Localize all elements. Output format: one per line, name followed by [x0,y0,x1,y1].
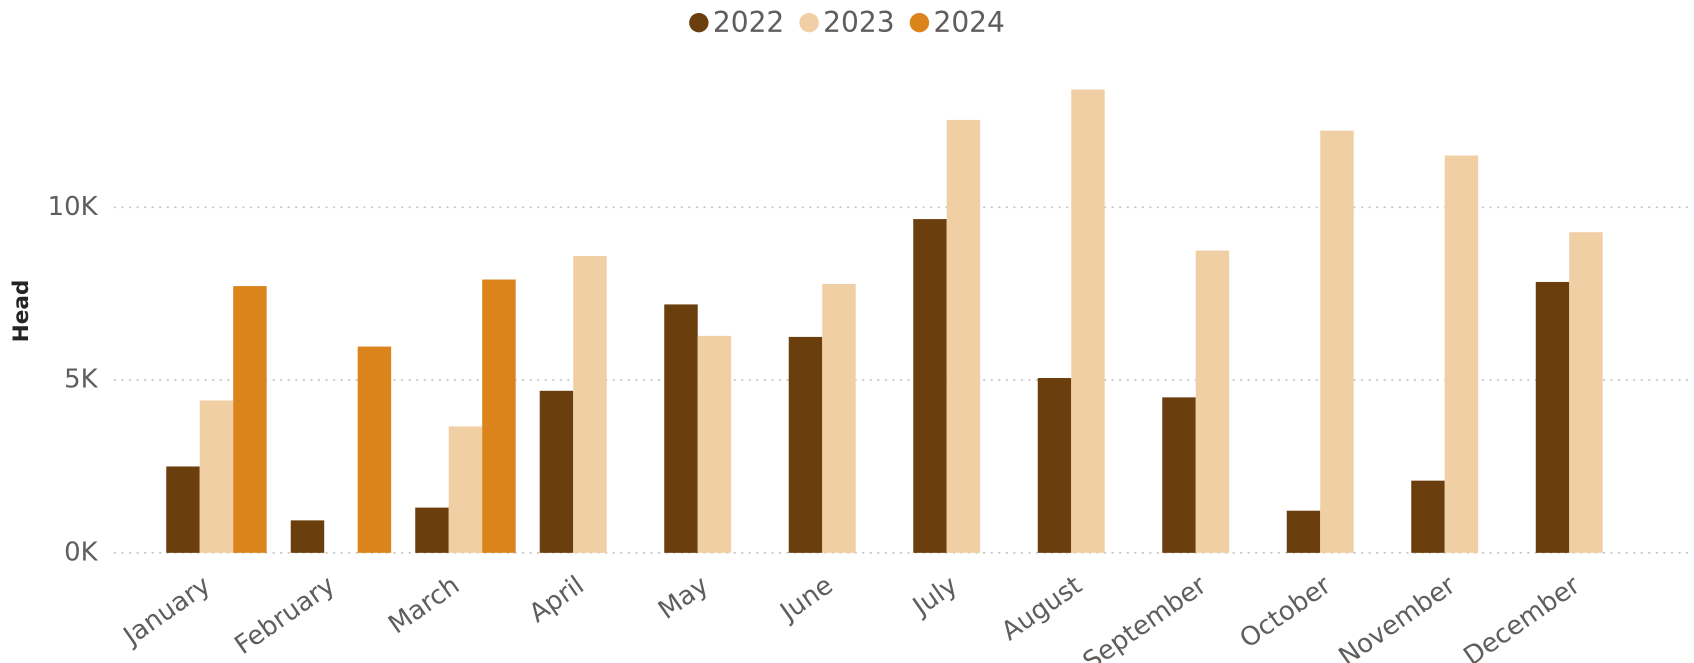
bar [1535,281,1570,553]
x-tick-label: October [1234,570,1336,654]
bar [539,390,574,553]
legend: 2022 2023 2024 [689,6,1005,39]
x-tick-label: December [1458,570,1586,663]
x-tick-label: November [1334,570,1462,663]
x-tick-label: June [774,570,839,628]
x-tick-label: April [524,570,590,629]
x-tick-label: May [653,570,714,625]
bar [573,256,607,553]
y-tick-label: 0K [64,537,98,567]
bar [697,335,732,553]
x-tick-label: August [996,570,1087,647]
x-tick-label: September [1078,570,1213,663]
bar [946,119,981,553]
bar [166,466,200,553]
x-tick-label: February [229,570,340,660]
bar [1411,480,1445,553]
bar [664,304,698,553]
bar [290,520,325,553]
x-tick-label: January [117,570,216,652]
legend-marker [909,12,930,33]
y-tick-label: 5K [64,365,98,395]
bar [199,400,234,553]
bar [357,346,392,553]
legend-marker [799,12,819,33]
bar [788,336,823,553]
bar [1444,155,1479,553]
bar [1162,397,1196,553]
bar [1320,130,1354,553]
bar [482,279,516,553]
legend-label: 2023 [823,6,894,39]
bar [448,426,483,553]
bar [1195,250,1230,553]
bar [1071,89,1105,553]
legend-label: 2022 [713,6,784,39]
bar [233,286,267,553]
bar [1569,232,1603,553]
bar [1037,378,1072,553]
bar [822,284,856,553]
x-tick-label: July [906,570,963,622]
bar [913,219,947,553]
legend-label: 2024 [933,6,1004,39]
bar [1286,510,1321,553]
y-axis-title: Head [9,280,34,343]
bar [415,507,449,553]
x-tick-label: March [383,570,465,640]
legend-marker [689,12,709,33]
y-tick-label: 10K [48,192,99,222]
